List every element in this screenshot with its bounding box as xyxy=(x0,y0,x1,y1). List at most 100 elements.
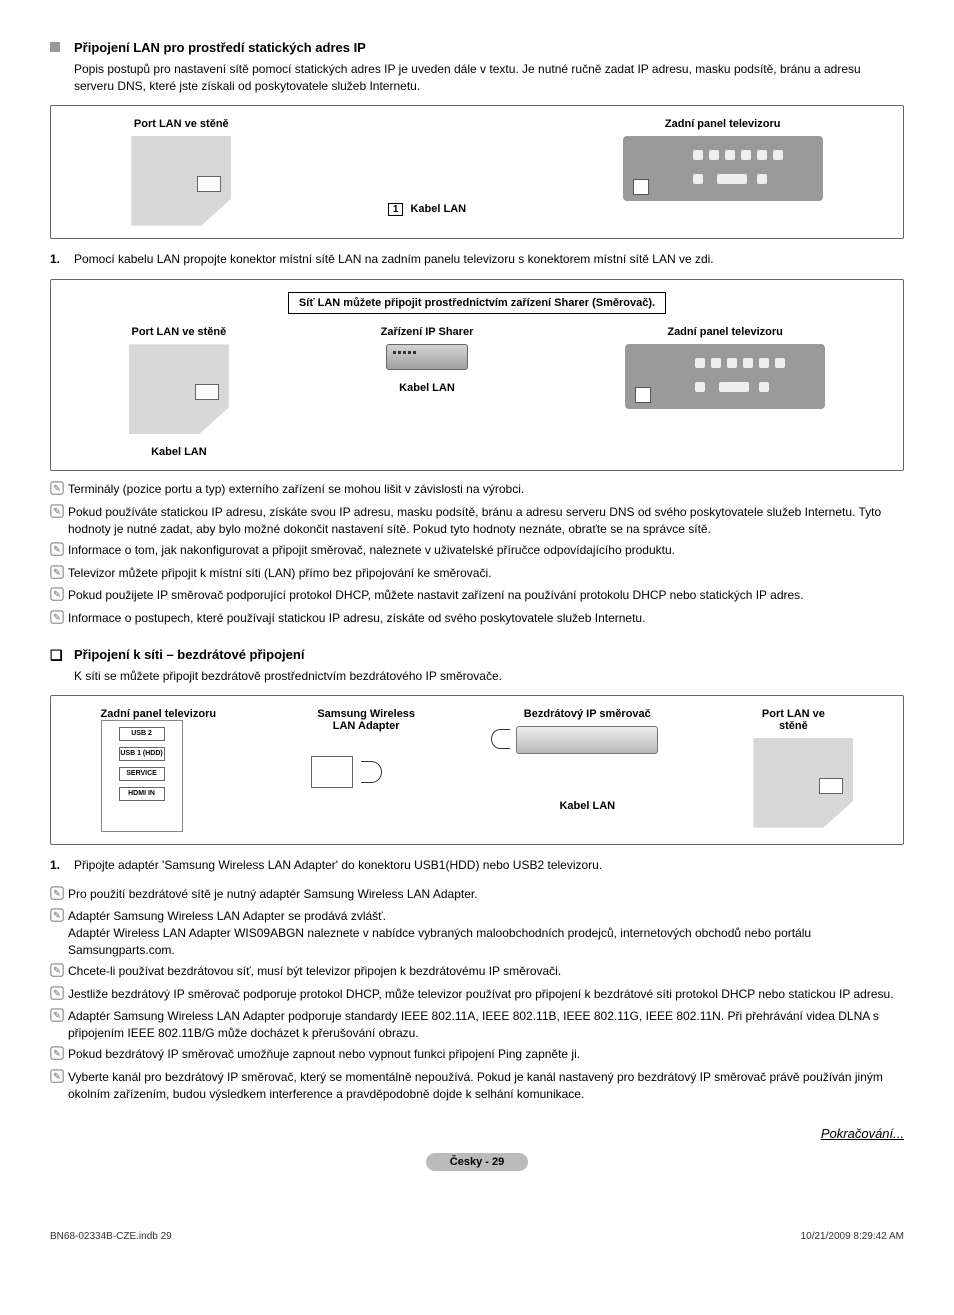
wall-port-col: Port LAN ve stěně xyxy=(131,118,231,226)
d3-wall-col: Port LAN ve stěně xyxy=(753,708,853,828)
d2-tv-col: Zadní panel televizoru xyxy=(625,326,825,409)
note-icon: ✎ xyxy=(50,1046,68,1065)
d2-wall-label: Port LAN ve stěně xyxy=(129,326,229,338)
note-item: ✎Vyberte kanál pro bezdrátový IP směrova… xyxy=(50,1069,904,1103)
cable-label: Kabel LAN xyxy=(410,203,466,215)
section2-desc: K síti se můžete připojit bezdrátově pro… xyxy=(50,668,904,685)
note-text: Vyberte kanál pro bezdrátový IP směrovač… xyxy=(68,1069,904,1103)
step-number-2: 1. xyxy=(50,857,74,874)
note-text: Pro použití bezdrátové sítě je nutný ada… xyxy=(68,886,904,905)
d3-router-col: Bezdrátový IP směrovač Kabel LAN xyxy=(516,708,658,812)
d2-cable2: Kabel LAN xyxy=(399,382,455,394)
svg-text:✎: ✎ xyxy=(53,1011,61,1022)
sharer-banner: Síť LAN můžete připojit prostřednictvím … xyxy=(288,292,666,314)
tv-side-panel-icon: USB 2 USB 1 (HDD) SERVICE HDMI IN xyxy=(101,720,183,832)
note-item: ✎ Adaptér Samsung Wireless LAN Adapter po… xyxy=(50,1008,904,1042)
svg-text:✎: ✎ xyxy=(53,544,61,555)
note-item: ✎ Adaptér Samsung Wireless LAN Adapter se… xyxy=(50,908,904,958)
note-icon: ✎ xyxy=(50,587,68,606)
note-text: Informace o postupech, které používají s… xyxy=(68,610,904,629)
diagram-lan-sharer: Síť LAN můžete připojit prostřednictvím … xyxy=(50,279,904,471)
step-text: Pomocí kabelu LAN propojte konektor míst… xyxy=(74,251,714,268)
d3-adapter-label: Samsung Wireless LAN Adapter xyxy=(311,708,421,732)
note-text: Informace o tom, jak nakonfigurovat a př… xyxy=(68,542,904,561)
note-item: ✎ Televizor můžete připojit k místní síti… xyxy=(50,565,904,584)
note-item: ✎Pokud bezdrátový IP směrovač umožňuje z… xyxy=(50,1046,904,1065)
meta-right: 10/21/2009 8:29:42 AM xyxy=(801,1231,904,1242)
d2-sharer-col: Zařízení IP Sharer Kabel LAN xyxy=(381,326,474,394)
notes-block-2: ✎Pro použití bezdrátové sítě je nutný ad… xyxy=(50,886,904,1103)
note-icon: ✎ xyxy=(50,1069,68,1103)
svg-text:✎: ✎ xyxy=(53,613,61,624)
note-text: Chcete-li používat bezdrátovou síť, musí… xyxy=(68,963,904,982)
diagram-lan-direct: Port LAN ve stěně 1 Kabel LAN Zadní pane… xyxy=(50,105,904,239)
note-item: ✎Pokud používáte statickou IP adresu, zí… xyxy=(50,504,904,538)
step-1-1: 1. Pomocí kabelu LAN propojte konektor m… xyxy=(50,251,904,268)
d3-router-label: Bezdrátový IP směrovač xyxy=(516,708,658,720)
note-text: Pokud používáte statickou IP adresu, zís… xyxy=(68,504,904,538)
note-icon: ✎ xyxy=(50,542,68,561)
sharer-icon xyxy=(386,344,468,370)
note-icon: ✎ xyxy=(50,908,68,958)
d2-tv-label: Zadní panel televizoru xyxy=(625,326,825,338)
hdmi-port: HDMI IN xyxy=(119,787,165,801)
note-text: Jestliže bezdrátový IP směrovač podporuj… xyxy=(68,986,904,1005)
note-icon: ✎ xyxy=(50,963,68,982)
note-icon: ✎ xyxy=(50,481,68,500)
note-text: Adaptér Samsung Wireless LAN Adapter pod… xyxy=(68,1008,904,1042)
section1-title: Připojení LAN pro prostředí statických a… xyxy=(74,40,366,55)
cable-number: 1 xyxy=(388,203,404,216)
diagram-wireless: Zadní panel televizoru USB 2 USB 1 (HDD)… xyxy=(50,695,904,845)
service-port: SERVICE xyxy=(119,767,165,781)
note-item: ✎Pokud použijete IP směrovač podporující… xyxy=(50,587,904,606)
note-icon: ✎ xyxy=(50,565,68,584)
d3-wall-label: Port LAN ve stěně xyxy=(753,708,833,732)
d2-cable1: Kabel LAN xyxy=(151,446,207,458)
tv-panel-col: Zadní panel televizoru xyxy=(623,118,823,201)
section1-desc: Popis postupů pro nastavení sítě pomocí … xyxy=(50,61,904,95)
note-text: Terminály (pozice portu a typ) externího… xyxy=(68,481,904,500)
svg-text:✎: ✎ xyxy=(53,988,61,999)
d3-wall-icon xyxy=(753,738,853,828)
meta-left: BN68-02334B-CZE.indb 29 xyxy=(50,1231,172,1242)
svg-text:✎: ✎ xyxy=(53,911,61,922)
step-2-1: 1. Připojte adaptér 'Samsung Wireless LA… xyxy=(50,857,904,874)
d3-tv-label: Zadní panel televizoru xyxy=(101,708,217,720)
notes-block-1: ✎Terminály (pozice portu a typ) externíh… xyxy=(50,481,904,629)
note-icon: ✎ xyxy=(50,1008,68,1042)
svg-text:✎: ✎ xyxy=(53,484,61,495)
wall-port-icon xyxy=(131,136,231,226)
d3-tv-col: Zadní panel televizoru USB 2 USB 1 (HDD)… xyxy=(101,708,217,832)
svg-text:✎: ✎ xyxy=(53,965,61,976)
usb1-port: USB 1 (HDD) xyxy=(119,747,165,761)
note-item: ✎ Chcete-li používat bezdrátovou síť, mus… xyxy=(50,963,904,982)
note-icon: ✎ xyxy=(50,886,68,905)
page-pill: Česky - 29 xyxy=(426,1153,528,1171)
wall-port-label: Port LAN ve stěně xyxy=(131,118,231,130)
note-text: Pokud použijete IP směrovač podporující … xyxy=(68,587,904,606)
section2-heading: ❏ Připojení k síti – bezdrátové připojen… xyxy=(50,647,904,662)
d3-adapter-col: Samsung Wireless LAN Adapter xyxy=(311,708,421,788)
step-text-2: Připojte adaptér 'Samsung Wireless LAN A… xyxy=(74,857,602,874)
note-item: ✎ Jestliže bezdrátový IP směrovač podporu… xyxy=(50,986,904,1005)
tv-panel-label: Zadní panel televizoru xyxy=(623,118,823,130)
note-text: Adaptér Samsung Wireless LAN Adapter se … xyxy=(68,908,904,958)
d2-tv-icon xyxy=(625,344,825,409)
note-text: Televizor můžete připojit k místní síti … xyxy=(68,565,904,584)
note-text: Pokud bezdrátový IP směrovač umožňuje za… xyxy=(68,1046,904,1065)
note-icon: ✎ xyxy=(50,610,68,629)
section1-heading: Připojení LAN pro prostředí statických a… xyxy=(50,40,904,55)
step-number: 1. xyxy=(50,251,74,268)
continuation-label: Pokračování... xyxy=(50,1126,904,1141)
d2-wall-col: Port LAN ve stěně Kabel LAN xyxy=(129,326,229,458)
cable-col: 1 Kabel LAN xyxy=(388,197,466,216)
print-meta: BN68-02334B-CZE.indb 29 10/21/2009 8:29:… xyxy=(50,1231,904,1242)
square-bullet-icon xyxy=(50,42,60,52)
note-item: ✎Pro použití bezdrátové sítě je nutný ad… xyxy=(50,886,904,905)
router-icon xyxy=(516,726,658,754)
note-icon: ✎ xyxy=(50,504,68,538)
svg-text:✎: ✎ xyxy=(53,567,61,578)
note-item: ✎ Terminály (pozice portu a typ) externíh… xyxy=(50,481,904,500)
adapter-icon xyxy=(311,756,353,788)
tv-panel-icon xyxy=(623,136,823,201)
